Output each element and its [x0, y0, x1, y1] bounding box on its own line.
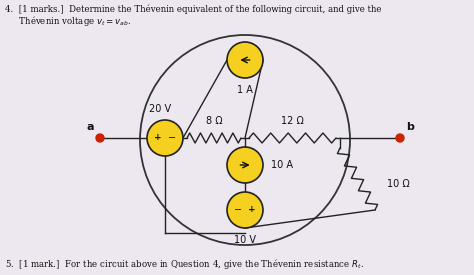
Text: Thévenin voltage $v_t = v_{ab}$.: Thévenin voltage $v_t = v_{ab}$.: [5, 14, 132, 28]
Circle shape: [140, 35, 350, 245]
Circle shape: [227, 147, 263, 183]
Circle shape: [227, 192, 263, 228]
Text: 10 Ω: 10 Ω: [387, 179, 410, 189]
Circle shape: [147, 120, 183, 156]
Text: 10 V: 10 V: [234, 235, 256, 245]
Text: b: b: [406, 122, 414, 132]
Text: 12 Ω: 12 Ω: [281, 116, 304, 126]
Circle shape: [227, 42, 263, 78]
Text: 1 A: 1 A: [237, 85, 253, 95]
Text: a: a: [86, 122, 94, 132]
Text: 8 Ω: 8 Ω: [206, 116, 222, 126]
Text: −: −: [168, 133, 176, 143]
Text: 10 A: 10 A: [271, 160, 293, 170]
Circle shape: [396, 134, 404, 142]
Text: 20 V: 20 V: [149, 104, 171, 114]
Text: +: +: [155, 133, 162, 142]
Text: 4.  [1 marks.]  Determine the Thévenin equivalent of the following circuit, and : 4. [1 marks.] Determine the Thévenin equ…: [5, 5, 382, 15]
Text: 5.  [1 mark.]  For the circuit above in Question 4, give the Thévenin resistance: 5. [1 mark.] For the circuit above in Qu…: [5, 257, 364, 271]
Text: +: +: [248, 205, 255, 215]
Text: −: −: [234, 205, 242, 215]
Circle shape: [96, 134, 104, 142]
